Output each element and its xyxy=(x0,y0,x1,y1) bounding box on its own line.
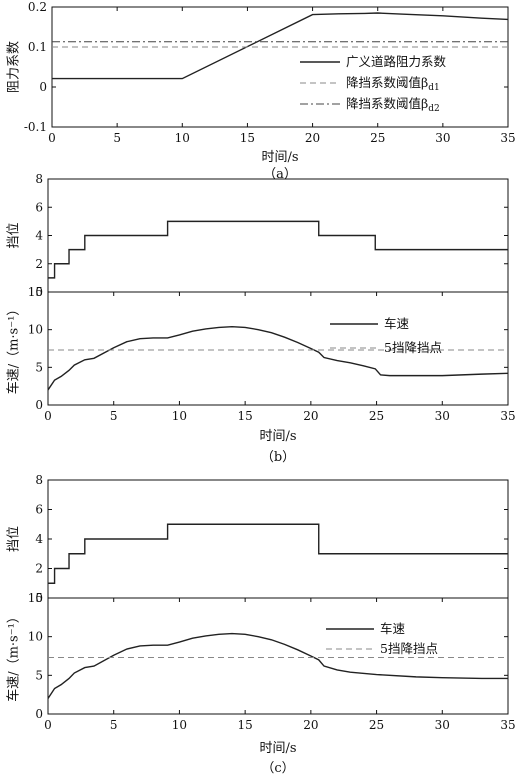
legend-label: 降挡系数阈值βd2 xyxy=(346,96,440,114)
series-line-0 xyxy=(47,325,509,391)
x-tick-label: 30 xyxy=(435,718,450,732)
series-line-0 xyxy=(47,632,508,699)
y-axis-label: 挡位 xyxy=(7,526,22,552)
x-tick-label: 35 xyxy=(500,131,515,145)
y-tick-label: 6 xyxy=(35,200,43,214)
axes-frame xyxy=(47,597,509,715)
y-tick-label: 4 xyxy=(35,229,43,243)
y-tick-label: 0 xyxy=(35,398,43,412)
panel-caption: （b） xyxy=(261,450,295,465)
legend-label-subscript: d1 xyxy=(428,83,440,93)
legend-label: 5挡降挡点 xyxy=(380,641,438,656)
panel-b1: 0 2 4 6 8 挡位 xyxy=(7,172,509,299)
y-tick-label: 15 xyxy=(28,285,43,299)
series-line-0 xyxy=(48,523,508,584)
x-axis-label: 时间/s xyxy=(261,150,298,165)
y-tick-label: 10 xyxy=(28,323,43,337)
x-tick-label: 25 xyxy=(369,718,384,732)
x-tick-label: 5 xyxy=(110,718,118,732)
x-tick-label: 10 xyxy=(175,131,190,145)
x-tick-label: 20 xyxy=(303,718,318,732)
legend-label: 车速 xyxy=(380,621,406,636)
x-tick-label: 0 xyxy=(48,131,56,145)
legend-label-subscript: d2 xyxy=(428,104,440,114)
legend-label: 5挡降挡点 xyxy=(384,340,442,355)
x-tick-label: 5 xyxy=(110,409,118,423)
y-tick-label: 0 xyxy=(35,591,43,605)
x-tick-label: 30 xyxy=(435,131,450,145)
x-tick-label: 0 xyxy=(44,409,52,423)
x-tick-label: 20 xyxy=(303,409,318,423)
y-tick-label: 10 xyxy=(28,630,43,644)
y-tick-label: 0.1 xyxy=(28,40,47,54)
y-tick-label: 5 xyxy=(35,668,43,682)
legend-label: 车速 xyxy=(384,316,410,331)
x-tick-label: 25 xyxy=(370,131,385,145)
x-tick-label: 25 xyxy=(369,409,384,423)
panel-caption: （a） xyxy=(263,167,297,182)
x-tick-label: 35 xyxy=(500,718,515,732)
y-tick-label: 8 xyxy=(35,473,43,487)
y-tick-label: -0.1 xyxy=(24,120,47,134)
y-tick-label: 2 xyxy=(35,257,43,271)
x-tick-label: 15 xyxy=(238,409,253,423)
legend-label: 降挡系数阈值βd1 xyxy=(346,75,440,93)
x-tick-label: 15 xyxy=(240,131,255,145)
y-axis-label: 挡位 xyxy=(7,222,22,248)
y-tick-label: 15 xyxy=(28,591,43,605)
panel-c1: 0 2 4 6 8 挡位 xyxy=(7,473,509,605)
panel-caption: （c） xyxy=(261,761,294,776)
y-axis-label: 阻力系数 xyxy=(7,41,22,93)
y-tick-label: 0 xyxy=(35,285,43,299)
panel-a: -0.100.10.20 5 10 15 20 25 30 35广义道路阻力系数降挡系数阈值β… xyxy=(7,0,516,182)
y-tick-label: 4 xyxy=(35,532,43,546)
x-tick-label: 10 xyxy=(172,718,187,732)
x-axis-label: 时间/s xyxy=(259,741,296,756)
axes-frame xyxy=(47,291,509,406)
y-tick-label: 8 xyxy=(35,172,43,186)
x-tick-label: 30 xyxy=(435,409,450,423)
y-tick-label: 0.2 xyxy=(28,0,47,14)
y-axis-label: 车速/（m·s⁻¹） xyxy=(6,303,22,395)
x-axis-label: 时间/s xyxy=(259,429,296,444)
y-tick-label: 6 xyxy=(35,503,43,517)
x-tick-label: 15 xyxy=(238,718,253,732)
y-tick-label: 0 xyxy=(35,707,43,721)
x-tick-label: 5 xyxy=(113,131,121,145)
x-tick-label: 10 xyxy=(172,409,187,423)
y-tick-label: 5 xyxy=(35,360,43,374)
y-tick-label: 2 xyxy=(35,562,43,576)
x-tick-label: 0 xyxy=(44,718,52,732)
legend-label: 广义道路阻力系数 xyxy=(346,54,447,69)
series-line-0 xyxy=(48,220,508,279)
y-axis-label: 车速/（m·s⁻¹） xyxy=(6,610,22,702)
axes-frame xyxy=(51,6,509,128)
x-tick-label: 35 xyxy=(500,409,515,423)
y-tick-label: 0 xyxy=(39,80,47,94)
x-tick-label: 20 xyxy=(305,131,320,145)
